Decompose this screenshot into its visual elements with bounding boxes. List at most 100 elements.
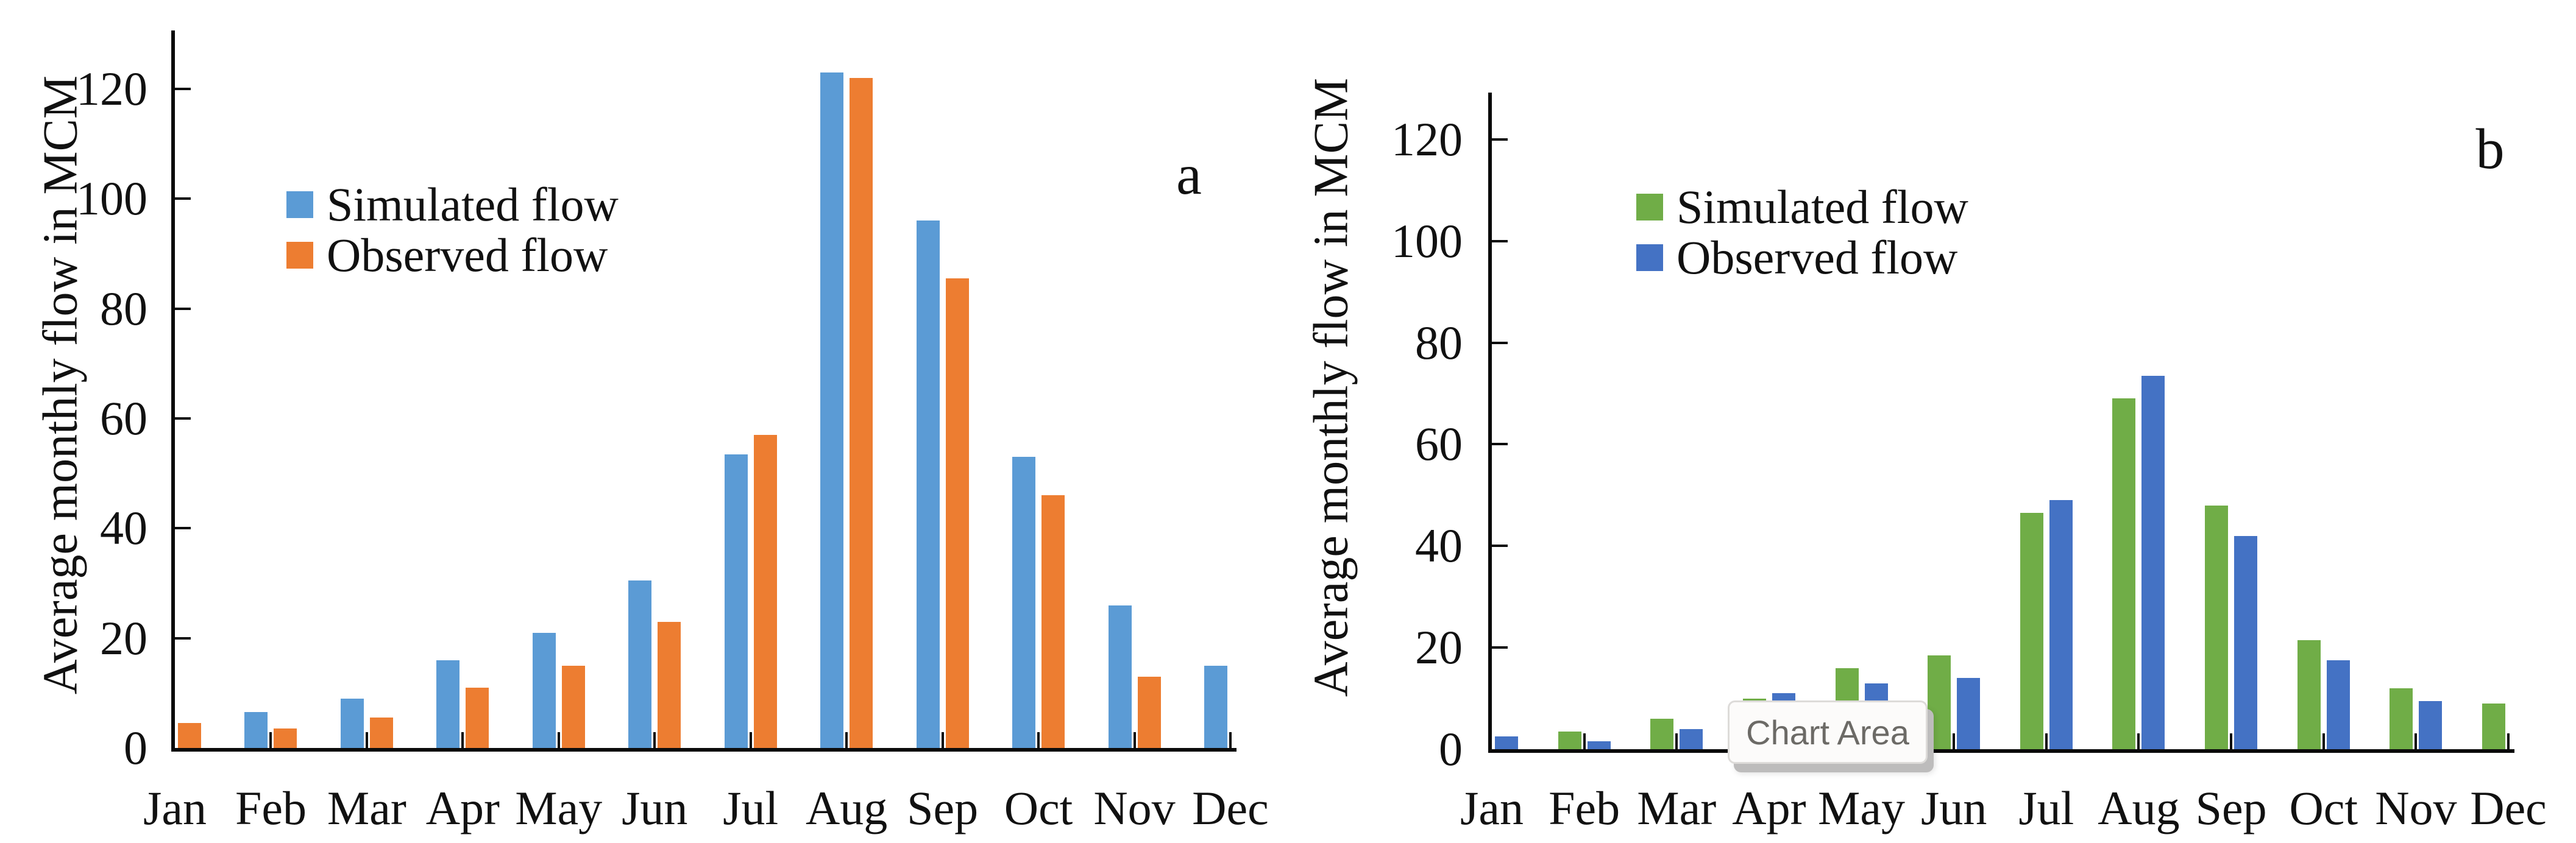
bar-a-jun-simulated[interactable] <box>628 580 652 748</box>
chart-b-y-tick-40 <box>1492 545 1508 548</box>
chart-area-tooltip-label: Chart Area <box>1746 713 1909 752</box>
bar-a-jul-simulated[interactable] <box>724 454 748 748</box>
chart-a-x-label-Jul: Jul <box>723 781 779 834</box>
chart-b-x-label-Apr: Apr <box>1732 781 1806 834</box>
chart-a-x-label-Aug: Aug <box>805 781 888 834</box>
bar-b-nov-observed[interactable] <box>2419 701 2443 749</box>
chart-a-x-tick-Feb <box>269 732 272 748</box>
bar-a-nov-observed[interactable] <box>1137 677 1161 748</box>
chart-a-y-tick-80 <box>175 307 191 310</box>
chart-b-y-axis-title: Average monthly flow in MCM <box>1304 77 1358 697</box>
chart-a-y-tick-20 <box>175 637 191 640</box>
bar-b-mar-simulated[interactable] <box>1650 719 1674 749</box>
bar-a-nov-simulated[interactable] <box>1108 605 1132 748</box>
bar-b-sep-simulated[interactable] <box>2205 506 2229 749</box>
chart-b-x-tick-Jun <box>1953 733 1956 749</box>
bar-a-feb-observed[interactable] <box>274 728 297 748</box>
bar-a-feb-simulated[interactable] <box>244 712 268 748</box>
chart-b-x-label-Jan: Jan <box>1460 781 1524 834</box>
bar-a-oct-observed[interactable] <box>1041 495 1065 748</box>
bar-b-jul-simulated[interactable] <box>2020 513 2043 749</box>
chart-a-x-tick-Aug <box>845 732 848 748</box>
bar-b-jun-simulated[interactable] <box>1928 655 1951 749</box>
legend-b-observed[interactable]: Observed flow <box>1636 233 1957 282</box>
chart-b-y-tick-label-40: 40 <box>1415 519 1463 573</box>
bar-b-aug-simulated[interactable] <box>2112 398 2136 749</box>
chart-b-x-label-Aug: Aug <box>2098 781 2180 834</box>
bar-b-nov-simulated[interactable] <box>2390 688 2413 749</box>
chart-a-x-label-Oct: Oct <box>1004 781 1073 834</box>
bar-a-apr-observed[interactable] <box>466 688 489 748</box>
bar-a-sep-simulated[interactable] <box>916 220 940 748</box>
bar-a-may-simulated[interactable] <box>532 633 556 748</box>
legend-swatch-icon <box>1636 244 1663 271</box>
chart-a-x-axis <box>171 748 1237 752</box>
bar-b-jul-observed[interactable] <box>2049 500 2073 749</box>
bar-b-feb-observed[interactable] <box>1587 741 1611 749</box>
chart-b-y-tick-60 <box>1492 443 1508 446</box>
chart-a-y-tick-label-60: 60 <box>100 391 147 445</box>
bar-b-oct-observed[interactable] <box>2326 660 2350 749</box>
legend-swatch-icon <box>286 242 313 269</box>
bar-a-apr-simulated[interactable] <box>436 660 460 748</box>
bar-a-aug-simulated[interactable] <box>820 72 844 748</box>
bar-b-aug-observed[interactable] <box>2141 376 2165 749</box>
bar-a-sep-observed[interactable] <box>945 278 969 748</box>
bar-a-jan-observed[interactable] <box>178 723 201 748</box>
chart-b-x-label-Mar: Mar <box>1637 781 1717 834</box>
chart-a-y-tick-40 <box>175 527 191 530</box>
chart-b-x-label-Dec: Dec <box>2470 781 2547 834</box>
chart-b-x-tick-Oct <box>2322 733 2325 749</box>
chart-a-x-tick-Dec <box>1229 732 1232 748</box>
chart-area-tooltip: Chart Area <box>1728 700 1928 764</box>
chart-a-y-tick-120 <box>175 87 191 90</box>
bar-b-mar-observed[interactable] <box>1680 729 1703 749</box>
chart-a-x-label-May: May <box>515 781 603 834</box>
chart-b-y-tick-label-0: 0 <box>1439 722 1463 775</box>
bar-a-dec-simulated[interactable] <box>1204 666 1227 748</box>
bar-b-dec-simulated[interactable] <box>2482 704 2506 749</box>
chart-b-x-label-Jun: Jun <box>1921 781 1987 834</box>
chart-b-x-tick-Nov <box>2415 733 2418 749</box>
chart-b-x-tick-Mar <box>1675 733 1678 749</box>
chart-a-y-axis <box>171 30 175 752</box>
chart-b-x-tick-Sep <box>2230 733 2233 749</box>
chart-b-y-axis <box>1488 93 1492 753</box>
chart-b-x-tick-Aug <box>2137 733 2140 749</box>
bar-b-feb-simulated[interactable] <box>1558 732 1581 749</box>
chart-a-x-tick-May <box>557 732 560 748</box>
legend-label: Observed flow <box>1677 231 1958 284</box>
chart-b-y-tick-20 <box>1492 646 1508 649</box>
legend-a-simulated[interactable]: Simulated flow <box>286 180 619 229</box>
bar-a-oct-simulated[interactable] <box>1012 457 1036 748</box>
bar-a-mar-observed[interactable] <box>369 718 393 748</box>
chart-b-panel-letter: b <box>2475 118 2505 181</box>
bar-b-oct-simulated[interactable] <box>2297 640 2321 749</box>
chart-b-y-tick-label-20: 20 <box>1415 621 1463 674</box>
chart-b-y-tick-label-60: 60 <box>1415 417 1463 471</box>
bar-a-jun-observed[interactable] <box>658 622 681 748</box>
legend-b-simulated[interactable]: Simulated flow <box>1636 183 1968 231</box>
chart-a-panel-letter: a <box>1176 143 1202 206</box>
chart-a-x-tick-Jul <box>749 732 752 748</box>
chart-b-x-label-Feb: Feb <box>1549 781 1620 834</box>
legend-a-observed[interactable]: Observed flow <box>286 231 608 280</box>
bar-b-jan-observed[interactable] <box>1495 736 1518 749</box>
chart-a-x-label-Jan: Jan <box>143 781 207 834</box>
bar-a-aug-observed[interactable] <box>850 78 873 748</box>
chart-a-x-tick-Nov <box>1133 732 1136 748</box>
bar-a-mar-simulated[interactable] <box>340 699 364 748</box>
bar-b-jun-observed[interactable] <box>1957 678 1981 749</box>
chart-a-y-tick-label-0: 0 <box>124 721 147 774</box>
chart-a-y-tick-label-120: 120 <box>76 62 147 115</box>
chart-a-y-tick-60 <box>175 417 191 420</box>
bar-a-jul-observed[interactable] <box>753 435 777 748</box>
bar-a-may-observed[interactable] <box>561 666 585 748</box>
chart-a-x-tick-Mar <box>365 732 368 748</box>
bar-b-sep-observed[interactable] <box>2234 536 2258 749</box>
chart-a-x-label-Sep: Sep <box>907 781 979 834</box>
chart-b-x-label-May: May <box>1818 781 1906 834</box>
chart-a-y-tick-label-100: 100 <box>76 172 147 225</box>
chart-a-y-tick-100 <box>175 197 191 200</box>
